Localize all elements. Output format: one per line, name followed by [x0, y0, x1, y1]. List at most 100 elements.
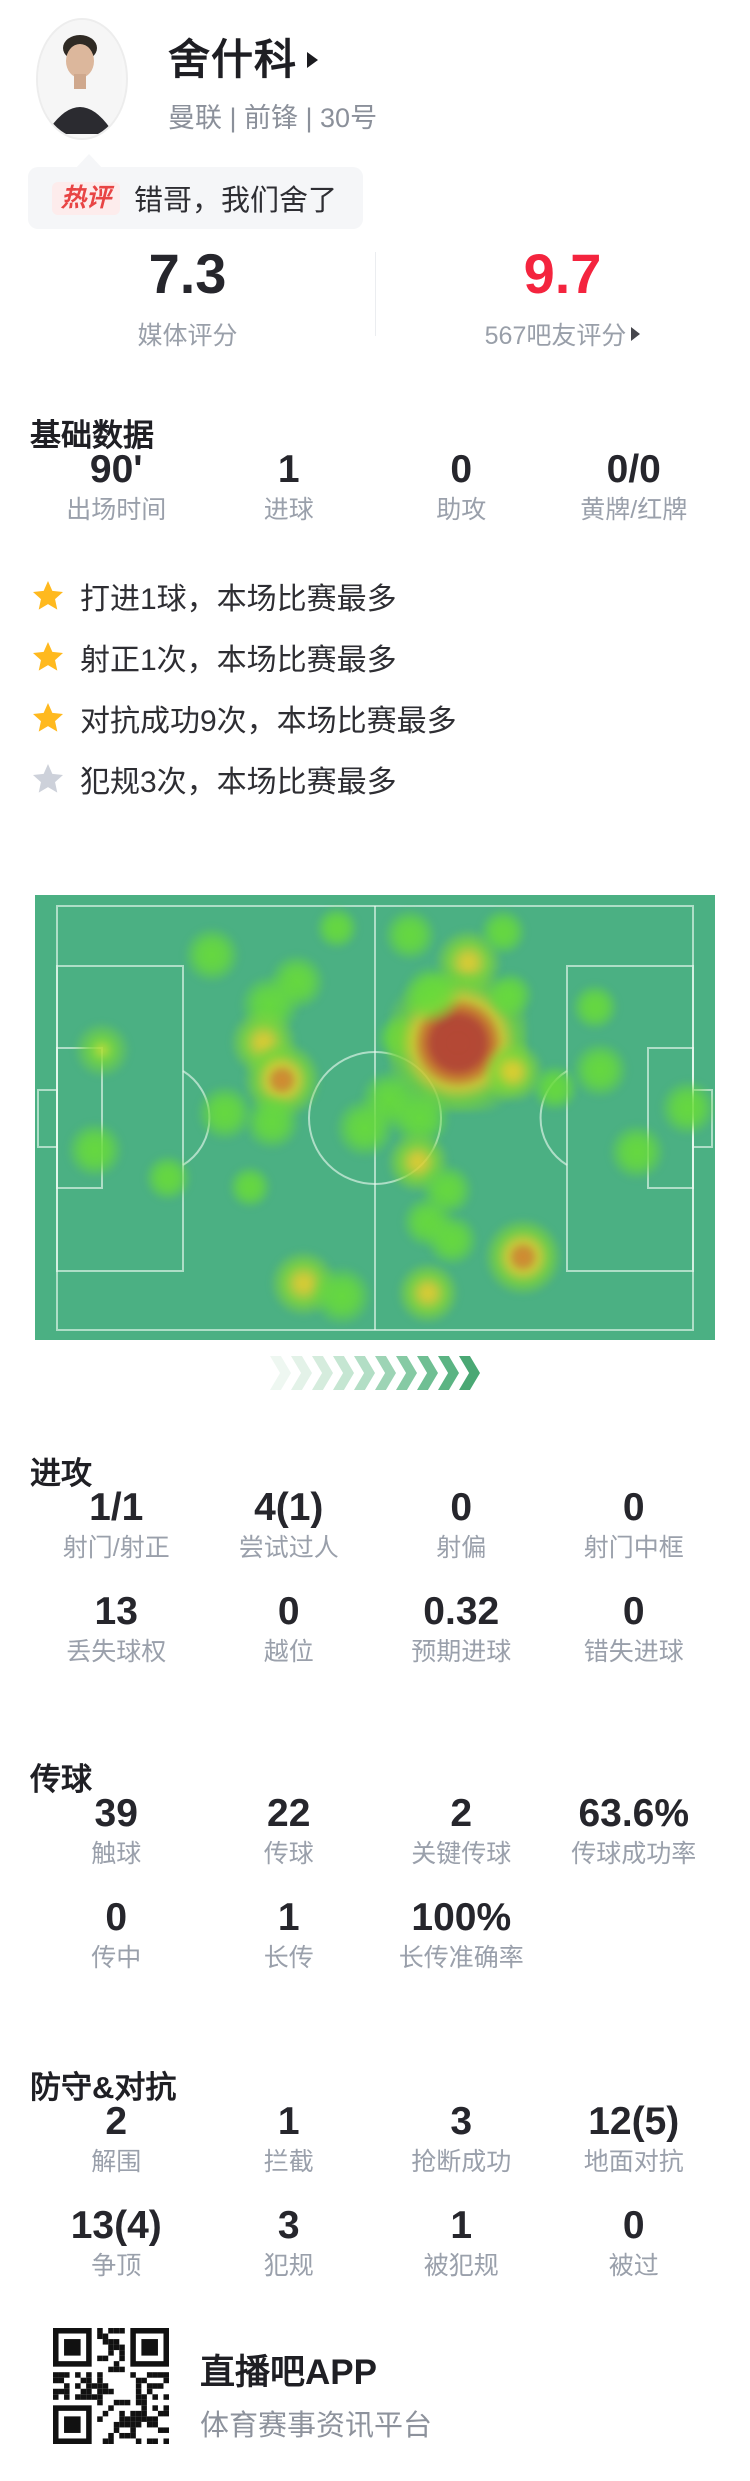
- chevron-icon: [375, 1356, 396, 1390]
- heatmap-blob: [309, 1263, 375, 1329]
- passing-stats: 39 触球 22 传球 2 关键传球 63.6% 传球成功率 0 传中 1 长传 100% 长传准确率: [0, 1792, 750, 1972]
- stat-cell: [548, 1896, 721, 1972]
- heatmap-blob: [399, 962, 465, 1028]
- star-icon-gold: [33, 642, 63, 671]
- stat-value: 1: [277, 448, 300, 491]
- stat-label: 长传准确率: [398, 1944, 524, 1972]
- basic-stats: 90' 出场时间 1 进球 0 助攻 0/0 黄牌/红牌: [0, 448, 750, 524]
- stat-cell: 0 错失进球: [548, 1590, 721, 1666]
- stat-label: 射门/射正: [62, 1534, 170, 1562]
- stat-label: 射门中框: [583, 1534, 684, 1562]
- stat-label: 传球成功率: [571, 1840, 697, 1868]
- stat-label: 尝试过人: [238, 1534, 339, 1562]
- heatmap-blob: [182, 925, 242, 985]
- stat-value: 4(1): [254, 1486, 324, 1529]
- stat-value: 2: [105, 2100, 128, 2143]
- stat-label: 黄牌/红牌: [580, 496, 688, 524]
- stat-cell: 1 被犯规: [375, 2204, 548, 2280]
- stat-value: 1/1: [89, 1486, 144, 1529]
- stat-cell: 0 被过: [548, 2204, 721, 2280]
- stat-label: 错失进球: [583, 1638, 684, 1666]
- stat-label: 解围: [91, 2148, 142, 2176]
- stat-cell: 22 传球: [203, 1792, 376, 1868]
- stat-label: 助攻: [436, 496, 487, 524]
- stat-value: 0: [277, 1590, 300, 1633]
- stat-cell: 1 拦截: [203, 2100, 376, 2176]
- chevron-icon: [291, 1356, 312, 1390]
- stat-cell: 0.32 预期进球: [375, 1590, 548, 1666]
- hot-comment-badge: 热评: [52, 181, 121, 215]
- heatmap-blob: [658, 1078, 715, 1138]
- stat-cell: 100% 长传准确率: [375, 1896, 548, 1972]
- heatmap-blob: [483, 1217, 563, 1297]
- fans-rating-value: 9.7: [523, 242, 602, 305]
- stat-row: 0 传中 1 长传 100% 长传准确率: [0, 1896, 750, 1972]
- stat-value: 63.6%: [578, 1792, 690, 1835]
- stat-value: 0: [622, 1486, 645, 1529]
- chevron-right-icon: [631, 327, 641, 341]
- chevron-icon: [333, 1356, 354, 1390]
- fans-rating-label[interactable]: 567吧友评分: [485, 316, 641, 352]
- app-name: 直播吧APP: [200, 2353, 377, 2392]
- chevron-icon: [396, 1356, 417, 1390]
- stat-cell: 63.6% 传球成功率: [548, 1792, 721, 1868]
- defense-stats: 2 解围 1 拦截 3 抢断成功 12(5) 地面对抗 13(4) 争顶 3 犯规 1 被犯规 0 被过: [0, 2100, 750, 2280]
- heatmap-blob: [65, 1120, 125, 1180]
- chevron-icon: [459, 1356, 480, 1390]
- stat-value: 0: [105, 1896, 128, 1939]
- stat-cell: 1 进球: [203, 448, 376, 524]
- highlights-list: 打进1球，本场比赛最多射正1次，本场比赛最多对抗成功9次，本场比赛最多 犯规3次，…: [30, 578, 457, 799]
- stat-label: 越位: [263, 1638, 314, 1666]
- heatmap-blob: [195, 1083, 255, 1143]
- stat-row: 13(4) 争顶 3 犯规 1 被犯规 0 被过: [0, 2204, 750, 2280]
- stat-cell: 13(4) 争顶: [30, 2204, 203, 2280]
- stat-row: 2 解围 1 拦截 3 抢断成功 12(5) 地面对抗: [0, 2100, 750, 2176]
- player-avatar[interactable]: [36, 18, 128, 140]
- stat-cell: 0 射偏: [375, 1486, 548, 1562]
- stat-label: 丢失球权: [66, 1638, 167, 1666]
- stat-label: 被过: [608, 2252, 659, 2280]
- star-icon-gray: [33, 764, 63, 793]
- stat-row: 1/1 射门/射正 4(1) 尝试过人 0 射偏 0 射门中框: [0, 1486, 750, 1562]
- stat-label: 被犯规: [423, 2252, 499, 2280]
- stat-label: 进球: [263, 496, 314, 524]
- bubble-pointer: [76, 154, 102, 168]
- chevron-divider: [270, 1356, 480, 1390]
- ratings-row: 7.3 媒体评分 9.7 567吧友评分: [0, 244, 750, 352]
- stat-value: 0.32: [423, 1590, 500, 1633]
- media-rating-label: 媒体评分: [137, 322, 238, 350]
- highlight-item: 射正1次，本场比赛最多: [30, 639, 457, 677]
- player-name-button[interactable]: 舍什科: [168, 26, 319, 87]
- highlight-text: 对抗成功9次，本场比赛最多: [80, 705, 457, 738]
- highlight-item: 打进1球，本场比赛最多: [30, 578, 457, 616]
- stat-label: 传中: [91, 1944, 142, 1972]
- section-title-passing: 传球: [30, 1761, 92, 1797]
- stat-cell: 3 犯规: [203, 2204, 376, 2280]
- stat-value: 0: [622, 2204, 645, 2247]
- highlight-item: 对抗成功9次，本场比赛最多: [30, 700, 457, 738]
- player-photo: [38, 20, 122, 134]
- heatmap-blob: [72, 1020, 132, 1080]
- stat-value: 0/0: [606, 448, 661, 491]
- fans-rating[interactable]: 9.7 567吧友评分: [375, 244, 750, 352]
- section-title-basic: 基础数据: [30, 417, 154, 453]
- highlight-text: 犯规3次，本场比赛最多: [80, 766, 397, 799]
- section-title-defense: 防守&对抗: [30, 2069, 177, 2105]
- heatmap-blob: [395, 1260, 461, 1326]
- attack-stats: 1/1 射门/射正 4(1) 尝试过人 0 射偏 0 射门中框 13 丢失球权 0 越位 0.32 预期进…: [0, 1486, 750, 1666]
- player-meta: 曼联 | 前锋 | 30号: [168, 103, 378, 133]
- stat-cell: 0/0 黄牌/红牌: [548, 448, 721, 524]
- stat-cell: 0 越位: [203, 1590, 376, 1666]
- star-icon-gold: [33, 581, 63, 610]
- heatmap-blob: [607, 1122, 667, 1182]
- chevron-icon: [354, 1356, 375, 1390]
- stat-cell: 12(5) 地面对抗: [548, 2100, 721, 2176]
- highlight-text: 射正1次，本场比赛最多: [80, 644, 397, 677]
- stat-label: 出场时间: [66, 496, 167, 524]
- player-name: 舍什科: [168, 36, 298, 83]
- stat-value: 39: [94, 1792, 138, 1835]
- stat-value: 13(4): [70, 2204, 162, 2247]
- highlight-item: 犯规3次，本场比赛最多: [30, 761, 457, 799]
- stat-value: 12(5): [588, 2100, 680, 2143]
